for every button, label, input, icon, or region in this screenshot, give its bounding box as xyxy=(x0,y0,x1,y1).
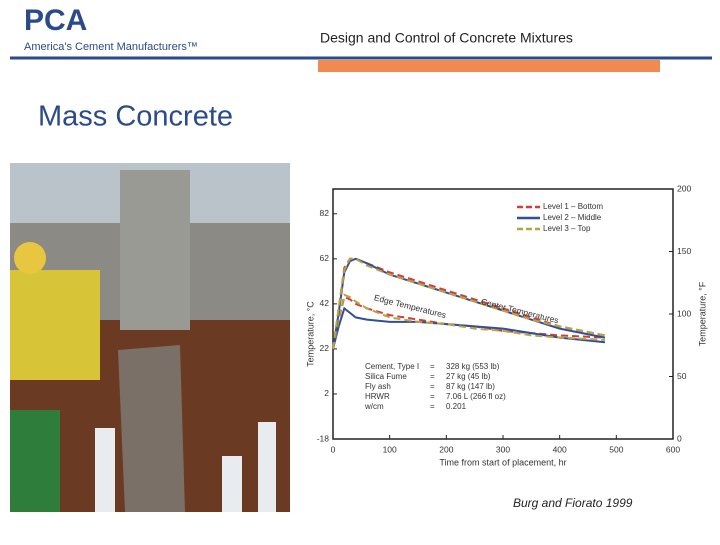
legend-label: Level 3 – Top xyxy=(543,224,591,233)
y-tick-label: 62 xyxy=(320,253,330,263)
mix-cell: HRWR xyxy=(365,392,390,401)
legend-label: Level 2 – Middle xyxy=(543,213,602,222)
x-tick-label: 500 xyxy=(609,444,623,454)
y-tick-label: 42 xyxy=(320,298,330,308)
series-line xyxy=(332,306,606,350)
legend-label: Level 1 – Bottom xyxy=(543,202,603,211)
x-tick-label: 300 xyxy=(496,444,510,454)
mix-cell: 7.06 L (266 fl oz) xyxy=(446,392,506,401)
mix-cell: = xyxy=(430,402,435,411)
x-tick-label: 0 xyxy=(331,444,336,454)
y-tick-label: 22 xyxy=(320,343,330,353)
mix-cell: 27 kg (45 lb) xyxy=(446,372,491,381)
y-tick-label: -18 xyxy=(317,433,330,443)
y2-tick-label: 150 xyxy=(677,246,691,256)
header: Design and Control of Concrete Mixtures xyxy=(320,30,573,46)
x-tick-label: 200 xyxy=(439,444,453,454)
mix-cell: = xyxy=(430,372,435,381)
x-axis-label: Time from start of placement, hr xyxy=(439,457,566,467)
y2-tick-label: 50 xyxy=(677,371,687,381)
mix-cell: 328 kg (553 lb) xyxy=(446,362,500,371)
series-line xyxy=(332,257,606,350)
mix-cell: = xyxy=(430,382,435,391)
mix-cell: Silica Fume xyxy=(365,372,407,381)
series-line xyxy=(332,295,606,350)
caption: Burg and Fiorato 1999 xyxy=(513,496,633,510)
mix-cell: 87 kg (147 lb) xyxy=(446,382,495,391)
plot-frame xyxy=(332,188,674,440)
accent-bar xyxy=(318,60,660,72)
mix-cell: = xyxy=(430,362,435,371)
y2-axis-label: Temperature, °F xyxy=(697,281,707,346)
y-tick-label: 82 xyxy=(320,208,330,218)
photo xyxy=(10,163,290,512)
y-axis-label: Temperature, °C xyxy=(305,301,315,367)
mix-cell: = xyxy=(430,392,435,401)
mix-cell: w/cm xyxy=(364,402,384,411)
y2-tick-label: 100 xyxy=(677,308,691,318)
logo-tagline: America's Cement Manufacturers™ xyxy=(24,41,198,53)
y2-tick-label: 0 xyxy=(677,433,682,443)
y-tick-label: 2 xyxy=(324,388,329,398)
x-tick-label: 600 xyxy=(666,444,680,454)
x-tick-label: 100 xyxy=(383,444,397,454)
y2-tick-label: 200 xyxy=(677,183,691,193)
logo: PCA xyxy=(24,4,87,37)
mix-cell: Cement, Type I xyxy=(365,362,419,371)
mix-cell: Fly ash xyxy=(365,382,391,391)
x-tick-label: 400 xyxy=(553,444,567,454)
mix-cell: 0.201 xyxy=(446,402,467,411)
slide-title: Mass Concrete xyxy=(38,101,233,133)
series-line xyxy=(332,293,606,350)
